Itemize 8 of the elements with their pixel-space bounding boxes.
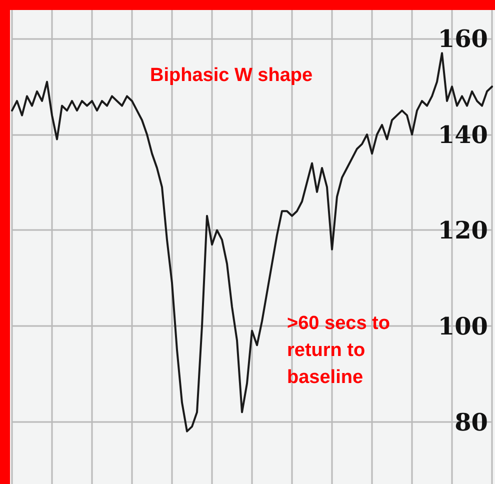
y-tick-label: 120 xyxy=(438,216,488,245)
y-tick-label: 80 xyxy=(454,407,488,436)
y-tick-label: 100 xyxy=(438,312,488,340)
line-series xyxy=(11,52,493,432)
y-tick-label: 160 xyxy=(438,24,488,54)
y-tick-label: 140 xyxy=(438,120,488,149)
annotation: >60 secs to return to baseline xyxy=(287,313,396,388)
annotation: Biphasic W shape xyxy=(150,65,313,86)
